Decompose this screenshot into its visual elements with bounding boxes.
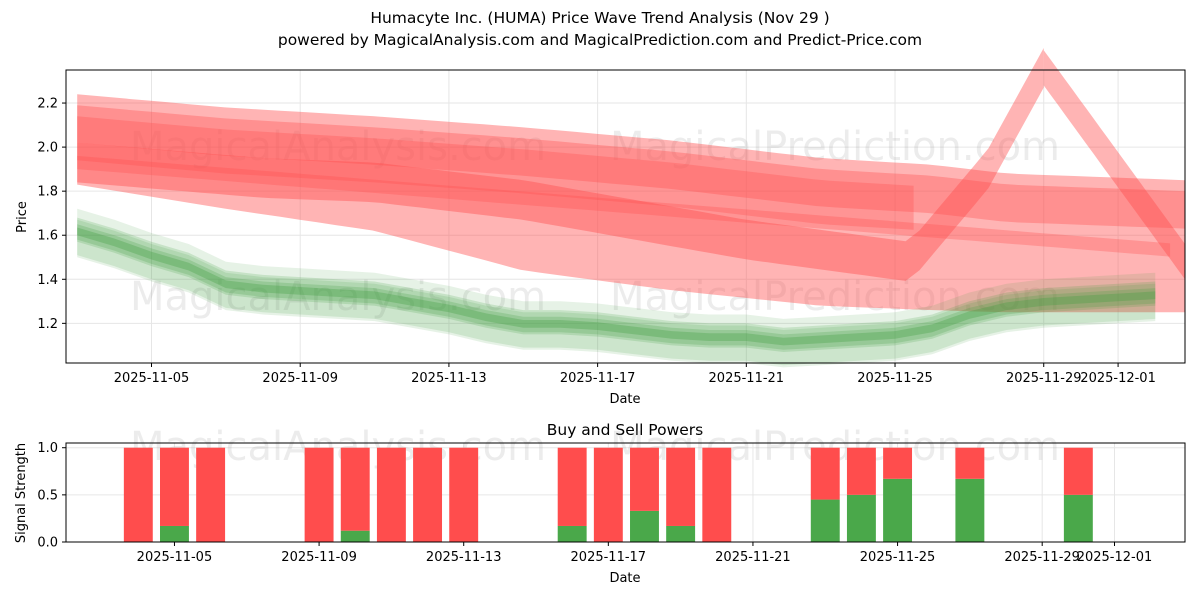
sell-bar <box>196 447 226 542</box>
buy-bar <box>1063 494 1093 542</box>
powers-axes-frame <box>65 442 1186 543</box>
powers-y-tick-label: 0.5 <box>37 488 58 503</box>
powers-y-tick-label: 0.0 <box>37 536 58 551</box>
price-x-label: Date <box>609 392 640 407</box>
price-x-tick-label: 2025-11-21 <box>709 371 785 386</box>
chart-title: Humacyte Inc. (HUMA) Price Wave Trend An… <box>370 9 830 27</box>
red-wave-bands <box>77 48 1186 313</box>
powers-x-label: Date <box>609 571 640 586</box>
price-y-ticks: 1.2 1.4 1.6 1.8 2.0 2.2 <box>37 97 66 332</box>
green-wave-band <box>77 224 1156 350</box>
buy-bar <box>340 530 370 542</box>
sell-bar <box>340 447 370 531</box>
sell-bar <box>160 447 189 526</box>
buy-bar <box>557 525 587 542</box>
buy-bar <box>955 478 985 542</box>
price-x-ticks: 2025-11-05 2025-11-09 2025-11-13 2025-11-17… <box>114 363 1156 386</box>
powers-x-tick-label: 2025-11-13 <box>426 550 502 565</box>
powers-x-tick-label: 2025-11-25 <box>860 550 936 565</box>
buy-bar <box>160 525 189 542</box>
watermark-text: MagicalAnalysis.com <box>130 124 546 170</box>
green-wave-band <box>77 217 1156 352</box>
green-wave-bands <box>77 208 1156 368</box>
price-x-tick-label: 2025-11-13 <box>411 371 487 386</box>
sell-bar <box>630 447 659 511</box>
powers-x-tick-label: 2025-11-17 <box>571 550 647 565</box>
powers-y-tick-label: 1.0 <box>37 441 58 456</box>
watermark-text: MagicalAnalysis.com <box>130 274 546 320</box>
powers-x-ticks: 2025-11-05 2025-11-09 2025-11-13 2025-11-17… <box>137 542 1153 565</box>
red-wave-band <box>77 48 1044 281</box>
green-wave-band <box>77 208 1156 368</box>
price-watermarks: MagicalAnalysis.com MagicalPrediction.com… <box>130 124 1060 320</box>
powers-y-label: Signal Strength <box>14 443 29 543</box>
watermark-text: MagicalPrediction.com <box>610 124 1060 170</box>
red-inner-band <box>77 105 1186 229</box>
price-x-tick-label: 2025-11-09 <box>262 371 338 386</box>
powers-y-ticks: 0.0 0.5 1.0 <box>37 441 66 551</box>
sell-bar <box>376 447 406 542</box>
sell-bar <box>846 447 876 495</box>
chart-subtitle: powered by MagicalAnalysis.com and Magic… <box>277 31 923 49</box>
price-x-tick-label: 2025-11-17 <box>560 371 636 386</box>
price-x-tick-label: 2025-11-05 <box>114 371 190 386</box>
price-y-tick-label: 2.0 <box>37 141 58 156</box>
powers-x-tick-label: 2025-11-05 <box>137 550 213 565</box>
buy-bar <box>666 525 696 542</box>
powers-x-tick-label: 2025-11-29 <box>1004 550 1080 565</box>
price-y-tick-label: 1.8 <box>37 185 58 200</box>
price-y-tick-label: 1.4 <box>37 273 58 288</box>
powers-x-tick-label: 2025-11-21 <box>715 550 791 565</box>
buy-bar <box>846 494 876 542</box>
price-y-tick-label: 2.2 <box>37 97 58 112</box>
sell-bar <box>557 447 587 526</box>
sell-bar <box>304 447 334 542</box>
price-y-label: Price <box>15 201 30 233</box>
sell-bar <box>449 447 479 542</box>
sell-bar <box>666 447 696 526</box>
price-y-tick-label: 1.6 <box>37 229 58 244</box>
price-axes-frame <box>65 69 1186 364</box>
powers-title: Buy and Sell Powers <box>547 421 704 439</box>
red-wave-band <box>1043 50 1185 280</box>
buy-bar <box>883 478 913 542</box>
watermark-text: MagicalAnalysis.com <box>130 424 546 470</box>
powers-bars <box>123 447 1093 542</box>
sell-bar <box>702 447 732 542</box>
price-x-tick-label: 2025-11-25 <box>857 371 933 386</box>
price-x-tick-label: 2025-12-01 <box>1080 371 1156 386</box>
price-y-tick-label: 1.2 <box>37 317 58 332</box>
green-wave-band <box>77 219 1156 366</box>
sell-bar <box>883 447 913 479</box>
red-outer-band <box>77 94 1186 313</box>
price-x-tick-label: 2025-11-29 <box>1006 371 1082 386</box>
buy-bar <box>810 499 840 542</box>
buy-bar <box>630 510 659 542</box>
sell-bar <box>593 447 623 542</box>
sell-bar <box>955 447 985 479</box>
price-grid <box>66 70 1185 363</box>
watermark-text: MagicalPrediction.com <box>610 274 1060 320</box>
sell-bar <box>123 447 153 542</box>
sell-bar <box>1063 447 1093 495</box>
sell-bar <box>413 447 443 542</box>
red-trend-line <box>77 155 1171 257</box>
red-inner-band <box>77 116 914 230</box>
sell-bar <box>810 447 840 500</box>
powers-x-tick-label: 2025-11-09 <box>281 550 357 565</box>
powers-x-tick-label: 2025-12-01 <box>1077 550 1153 565</box>
